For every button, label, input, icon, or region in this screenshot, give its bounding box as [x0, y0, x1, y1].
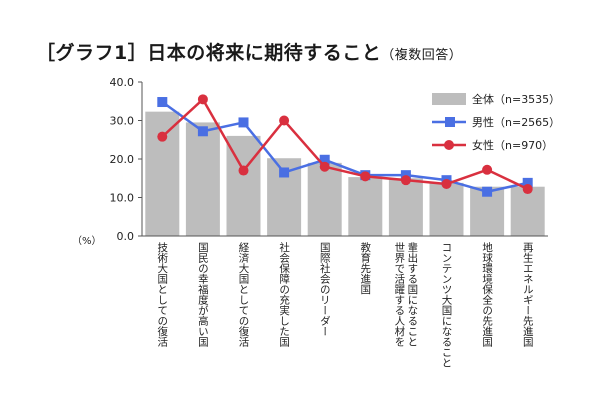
x-tick-label: 国際社会のリーダー [319, 242, 331, 337]
data-point [157, 97, 168, 108]
data-point [197, 126, 208, 137]
x-tick-label: 技術大国としての復活 [156, 241, 168, 348]
y-tick-label: 30.0 [110, 115, 135, 128]
y-tick-label: 20.0 [110, 153, 135, 166]
data-point [482, 186, 493, 197]
bar [388, 178, 423, 236]
data-point [400, 175, 411, 186]
chart-title: ［グラフ1］日本の将来に期待すること（複数回答） [36, 38, 462, 65]
legend-label: 女性（n=970） [472, 138, 553, 152]
series-line [161, 101, 528, 193]
chart-subtitle: （複数回答） [381, 48, 463, 63]
data-point [279, 115, 290, 126]
legend-marker [445, 117, 455, 127]
legend-marker [444, 140, 454, 150]
x-tick-label: 世界で活躍する人材を [393, 242, 405, 347]
x-tick-label: 輩出する国になること [406, 241, 418, 347]
y-axis-label: （%） [72, 235, 102, 247]
bar [510, 186, 545, 236]
data-point [197, 94, 208, 105]
data-point [238, 165, 249, 176]
x-tick-label: 教育先進国 [359, 241, 371, 295]
data-point [522, 184, 533, 195]
data-point [319, 154, 330, 165]
x-tick-label: 国民の幸福度が高い国 [197, 242, 209, 348]
x-tick-label: コンテンツ大国になること [441, 242, 453, 368]
data-point [279, 167, 290, 178]
x-tick-label: 地球環境保全の先進国 [481, 241, 493, 348]
chart-title-text: ［グラフ1］日本の将来に期待すること [36, 42, 382, 64]
legend-label: 全体（n=3535） [472, 92, 560, 106]
data-point [157, 131, 168, 142]
data-point [482, 164, 493, 175]
bar [185, 122, 220, 236]
y-tick-label: 0.0 [117, 230, 135, 243]
series-line [161, 98, 529, 191]
legend-swatch [432, 93, 466, 105]
bar [307, 162, 342, 236]
y-tick-label: 40.0 [110, 76, 135, 89]
x-tick-label: 社会保障の充実した国 [278, 241, 290, 348]
bar [429, 182, 464, 236]
legend-label: 男性（n=2565） [472, 115, 560, 129]
data-point [522, 177, 533, 188]
data-point [400, 170, 411, 181]
x-tick-label: 再生エネルギー先進国 [522, 242, 534, 348]
data-point [360, 171, 371, 182]
bar [348, 177, 383, 236]
x-tick-label: 経済大国としての復活 [238, 241, 250, 348]
data-point [441, 179, 452, 190]
bar [145, 111, 180, 236]
data-point [238, 117, 249, 128]
data-point [319, 161, 330, 172]
y-tick-label: 10.0 [110, 192, 135, 205]
